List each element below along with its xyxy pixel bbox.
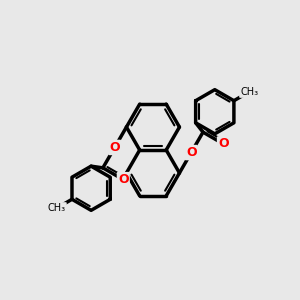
Text: O: O xyxy=(110,141,120,154)
Text: O: O xyxy=(186,146,196,159)
Text: O: O xyxy=(218,137,229,150)
Text: O: O xyxy=(118,173,129,186)
Text: CH₃: CH₃ xyxy=(240,87,258,97)
Text: CH₃: CH₃ xyxy=(48,203,66,213)
